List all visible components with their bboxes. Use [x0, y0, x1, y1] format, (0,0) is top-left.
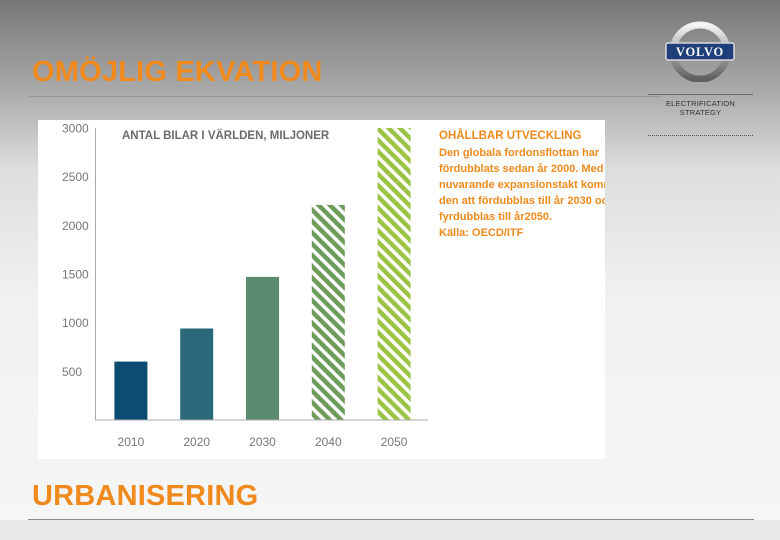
x-tick-label-2020: 2020 — [183, 435, 210, 449]
y-tick-label-2500: 2500 — [62, 170, 89, 184]
bar-2010 — [114, 361, 148, 420]
bar-2050 — [377, 128, 411, 420]
subtitle-line-1: ELECTRIFICATION — [665, 99, 736, 108]
y-tick-label-3000: 3000 — [62, 122, 89, 136]
footer-divider — [28, 519, 754, 520]
y-tick-label-1000: 1000 — [62, 316, 89, 330]
title-divider — [28, 96, 662, 97]
chart-panel: 500 1000 1500 2000 2500 3000 2010 2020 2030 2040… — [38, 120, 605, 459]
y-tick-label-1500: 1500 — [62, 268, 89, 282]
section-title: URBANISERING — [32, 480, 259, 512]
annotation-line-5: fyrdubblas till år2050. — [439, 211, 552, 223]
bar-2040 — [311, 204, 345, 420]
bar-chart: 500 1000 1500 2000 2500 3000 2010 2020 2030 2040… — [62, 122, 605, 450]
subtitle: ELECTRIFICATION STRATEGY — [648, 99, 753, 117]
subtitle-top-rule — [648, 94, 753, 95]
annotation-line-1: Den globala fordonsflottan har — [439, 147, 600, 159]
subtitle-bottom-rule — [648, 135, 753, 136]
volvo-logo-text: VOLVO — [676, 45, 724, 59]
bar-2020 — [180, 328, 214, 420]
y-tick-label-2000: 2000 — [62, 219, 89, 233]
x-tick-label-2010: 2010 — [118, 435, 145, 449]
annotation-heading: OHÅLLBAR UTVECKLING — [439, 129, 582, 142]
x-tick-label-2040: 2040 — [315, 435, 342, 449]
annotation-line-2: fördubblats sedan år 2000. Med — [439, 163, 603, 175]
chart-title: ANTAL BILAR I VÄRLDEN, MILJONER — [122, 129, 330, 142]
annotation-line-4: den att fördubblas till år 2030 och — [439, 195, 605, 207]
annotation-line-3: nuvarande expansionstakt kommer — [439, 179, 605, 191]
x-tick-label-2030: 2030 — [249, 435, 276, 449]
subtitle-line-2: STRATEGY — [679, 108, 722, 117]
annotation-source: Källa: OECD/ITF — [439, 227, 524, 239]
bottom-band — [0, 520, 780, 540]
volvo-logo: VOLVO — [665, 21, 735, 82]
x-tick-label-2050: 2050 — [381, 435, 408, 449]
bar-2030 — [246, 276, 279, 420]
slide-title: OMÖJLIG EKVATION — [32, 56, 323, 88]
y-tick-label-500: 500 — [62, 365, 82, 379]
